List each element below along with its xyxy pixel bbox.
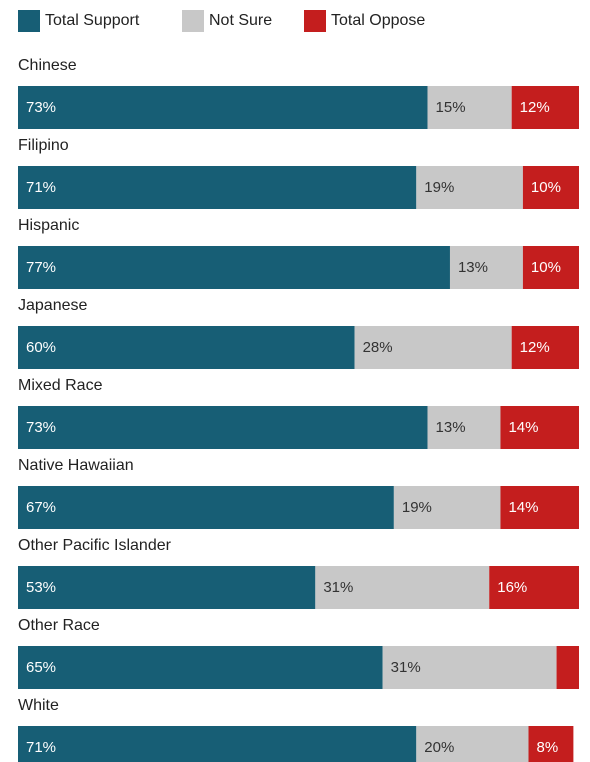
category-label: Native Hawaiian bbox=[18, 457, 134, 474]
value-label: 19% bbox=[402, 499, 432, 516]
category-label: Hispanic bbox=[18, 217, 79, 234]
value-label: 20% bbox=[424, 739, 454, 756]
bar-segment bbox=[500, 486, 579, 529]
value-label: 67% bbox=[26, 499, 56, 516]
value-label: 15% bbox=[436, 99, 466, 116]
bar-segment bbox=[18, 486, 394, 529]
bar-segment bbox=[522, 166, 579, 209]
bar-segment bbox=[18, 646, 383, 689]
bar-segment bbox=[18, 166, 417, 209]
bar-segment bbox=[528, 726, 574, 762]
category-label: Mixed Race bbox=[18, 377, 103, 394]
bar-segment bbox=[18, 566, 316, 609]
value-label: 14% bbox=[508, 499, 538, 516]
category-label: Other Pacific Islander bbox=[18, 537, 172, 554]
value-label: 13% bbox=[458, 259, 488, 276]
category-label: Chinese bbox=[18, 57, 77, 74]
legend-label: Not Sure bbox=[209, 12, 272, 29]
bar-segment bbox=[489, 566, 579, 609]
bar-segment bbox=[393, 486, 501, 529]
bar-segment bbox=[511, 86, 579, 129]
value-label: 8% bbox=[537, 739, 559, 756]
category-label: Filipino bbox=[18, 137, 69, 154]
bar-segment bbox=[18, 246, 450, 289]
value-label: 73% bbox=[26, 419, 56, 436]
value-label: 12% bbox=[520, 99, 550, 116]
bar-segment bbox=[416, 166, 523, 209]
bar-segment bbox=[449, 246, 523, 289]
value-label: 16% bbox=[497, 579, 527, 596]
bar-segment bbox=[500, 406, 579, 449]
bar-segment bbox=[522, 246, 579, 289]
bar-segment bbox=[18, 86, 428, 129]
value-label: 65% bbox=[26, 659, 56, 676]
bar-segment bbox=[511, 326, 579, 369]
value-label: 53% bbox=[26, 579, 56, 596]
category-label: Japanese bbox=[18, 297, 87, 314]
value-label: 14% bbox=[508, 419, 538, 436]
bar-segment bbox=[382, 646, 557, 689]
value-label: 10% bbox=[531, 179, 561, 196]
legend-swatch bbox=[304, 10, 326, 32]
bar-segment bbox=[18, 326, 355, 369]
value-label: 71% bbox=[26, 179, 56, 196]
value-label: 73% bbox=[26, 99, 56, 116]
bar-segment bbox=[556, 646, 579, 689]
legend-swatch bbox=[18, 10, 40, 32]
value-label: 13% bbox=[436, 419, 466, 436]
value-label: 71% bbox=[26, 739, 56, 756]
value-label: 77% bbox=[26, 259, 56, 276]
bar-segment bbox=[18, 726, 417, 762]
legend-swatch bbox=[182, 10, 204, 32]
bar-segment bbox=[354, 326, 512, 369]
bar-segment bbox=[427, 406, 501, 449]
category-label: White bbox=[18, 697, 59, 714]
value-label: 10% bbox=[531, 259, 561, 276]
legend-label: Total Oppose bbox=[331, 12, 425, 29]
value-label: 31% bbox=[323, 579, 353, 596]
bar-segment bbox=[18, 406, 428, 449]
value-label: 12% bbox=[520, 339, 550, 356]
legend-label: Total Support bbox=[45, 12, 140, 29]
bar-segment bbox=[427, 86, 512, 129]
value-label: 19% bbox=[424, 179, 454, 196]
bar-segment bbox=[315, 566, 490, 609]
bar-segment bbox=[416, 726, 529, 762]
category-label: Other Race bbox=[18, 617, 100, 634]
value-label: 31% bbox=[391, 659, 421, 676]
value-label: 60% bbox=[26, 339, 56, 356]
value-label: 28% bbox=[363, 339, 393, 356]
